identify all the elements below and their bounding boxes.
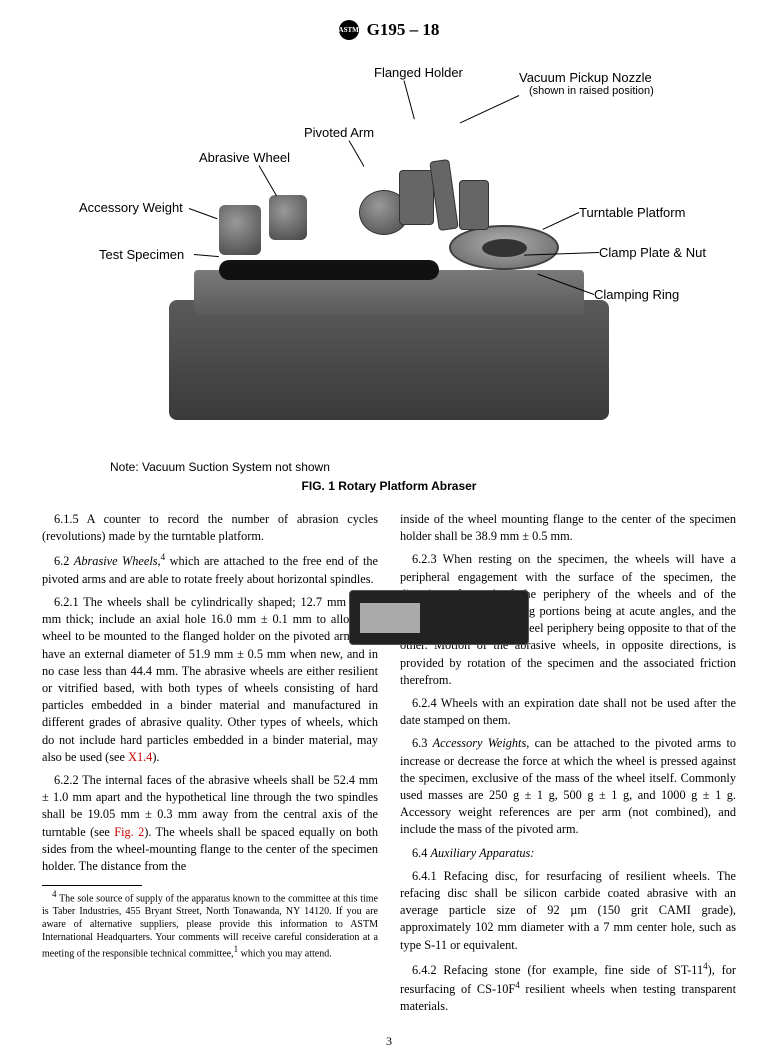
footnote-4: 4 The sole source of supply of the appar… [42,889,378,961]
link-x14[interactable]: X1.4 [128,750,152,764]
p-6-4-title: Auxiliary Apparatus: [430,846,534,860]
p-6-3-num: 6.3 [412,736,433,750]
line-specimen [194,254,219,257]
p-6-3-title: Accessory Weights, [433,736,530,750]
label-accessory-weight: Accessory Weight [79,200,183,215]
label-clamp-plate: Clamp Plate & Nut [599,245,706,260]
arm-bracket [459,180,489,230]
label-turntable-platform: Turntable Platform [579,205,685,220]
figure-caption: FIG. 1 Rotary Platform Abraser [0,479,778,493]
line-weight [189,208,218,219]
content-area: 6.1.5 A counter to record the number of … [0,493,778,1022]
abrasive-wheel-shape [269,195,307,240]
label-vacuum-pickup-sub: (shown in raised position) [529,85,654,97]
panel-screen [360,603,420,633]
p-6-2-num: 6.2 [54,555,74,569]
para-6-1-5: 6.1.5 A counter to record the number of … [42,511,378,545]
page-number: 3 [0,1034,778,1049]
label-abrasive-wheel: Abrasive Wheel [199,150,290,165]
label-test-specimen: Test Specimen [99,247,184,262]
line-flanged-holder [404,80,415,119]
para-6-4: 6.4 Auxiliary Apparatus: [400,845,736,862]
label-clamping-ring: Clamping Ring [594,287,679,302]
black-strip [219,260,439,280]
right-column: inside of the wheel mounting flange to t… [400,511,736,1022]
p-6-2-title: Abrasive Wheels, [74,555,161,569]
line-vacuum [460,95,519,123]
line-turntable [543,212,580,230]
line-abrasive [259,165,277,196]
figure-1: Flanged Holder Vacuum Pickup Nozzle (sho… [39,50,739,450]
para-6-2-2-cont: inside of the wheel mounting flange to t… [400,511,736,545]
footnote-text-end: which you may attend. [238,949,332,960]
p-6-2-1-text: 6.2.1 The wheels shall be cylindrically … [42,595,378,764]
p-6-4-num: 6.4 [412,846,430,860]
para-6-3: 6.3 Accessory Weights, can be attached t… [400,735,736,838]
arm-assembly [339,160,519,260]
para-6-4-1: 6.4.1 Refacing disc, for resurfacing of … [400,868,736,954]
para-6-2-4: 6.2.4 Wheels with an expiration date sha… [400,695,736,729]
label-pivoted-arm: Pivoted Arm [304,125,374,140]
para-6-2-1: 6.2.1 The wheels shall be cylindrically … [42,594,378,766]
machine-base [169,300,609,420]
accessory-weight-shape [219,205,261,255]
arm-holder [399,170,434,225]
p-6-4-2-a: 6.4.2 Refacing stone (for example, fine … [412,963,703,977]
control-panel [349,590,529,645]
p-6-3-rest: can be attached to the pivoted arms to i… [400,736,736,836]
p-6-2-1-end: ). [152,750,159,764]
footnote-separator [42,885,142,886]
astm-logo: ASTM [339,20,359,40]
label-flanged-holder: Flanged Holder [374,65,463,80]
figure-note: Note: Vacuum Suction System not shown [110,460,778,474]
left-column: 6.1.5 A counter to record the number of … [42,511,378,1022]
page-header: ASTM G195 – 18 [0,0,778,40]
para-6-4-2: 6.4.2 Refacing stone (for example, fine … [400,960,736,1016]
designation-label: G195 – 18 [367,20,440,40]
para-6-2: 6.2 Abrasive Wheels,4 which are attached… [42,551,378,588]
para-6-2-2: 6.2.2 The internal faces of the abrasive… [42,772,378,875]
link-fig2[interactable]: Fig. 2 [114,825,144,839]
label-vacuum-pickup: Vacuum Pickup Nozzle [519,70,652,85]
